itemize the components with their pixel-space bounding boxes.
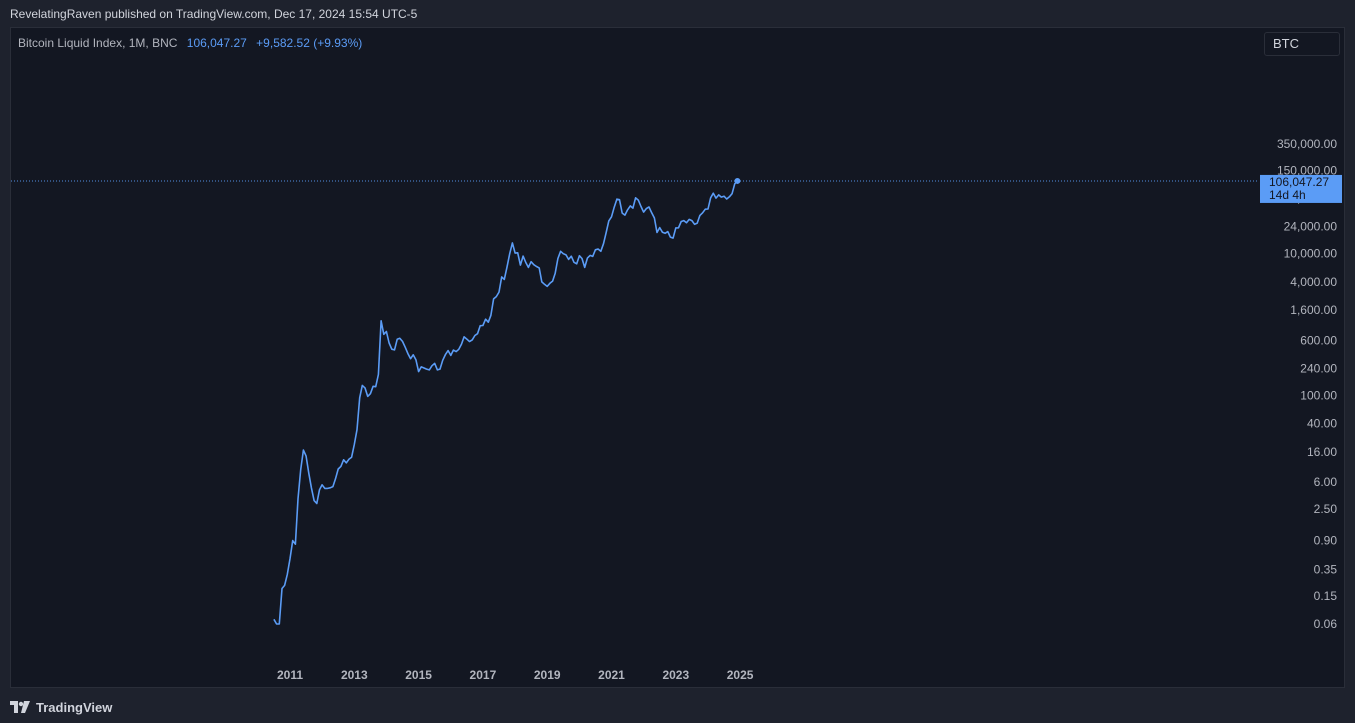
y-tick-label: 6.00 xyxy=(1314,475,1338,489)
y-tick-label: 0.06 xyxy=(1314,617,1338,631)
y-tick-label: 24,000.00 xyxy=(1284,220,1338,234)
x-tick-label: 2025 xyxy=(727,668,754,682)
price-tag xyxy=(1260,174,1342,203)
y-tick-label: 16.00 xyxy=(1307,445,1337,459)
y-tick-label: 10,000.00 xyxy=(1284,247,1338,261)
y-tick-label: 2.50 xyxy=(1314,502,1338,516)
price-chart[interactable]: 350,000.00150,000.0060,000.0024,000.0010… xyxy=(11,28,1345,688)
footer-brand-label: TradingView xyxy=(36,699,113,715)
price-tag-value: 106,047.27 xyxy=(1269,175,1329,189)
legend-change: +9,582.52 (+9.93%) xyxy=(256,36,363,50)
y-tick-label: 350,000.00 xyxy=(1277,137,1337,151)
y-tick-label: 600.00 xyxy=(1300,333,1337,347)
y-tick-label: 150,000.00 xyxy=(1277,163,1337,177)
y-tick-label: 0.90 xyxy=(1314,534,1338,548)
x-tick-label: 2015 xyxy=(405,668,432,682)
y-tick-label: 240.00 xyxy=(1300,362,1337,376)
y-tick-label: 0.15 xyxy=(1314,589,1338,603)
x-tick-label: 2019 xyxy=(534,668,561,682)
x-tick-label: 2023 xyxy=(662,668,689,682)
tradingview-logo-icon xyxy=(10,701,30,713)
legend-symbol: Bitcoin Liquid Index, 1M, BNC xyxy=(18,36,178,50)
y-tick-label: 4,000.00 xyxy=(1290,275,1337,289)
y-tick-label: 40.00 xyxy=(1307,417,1337,431)
y-tick-label: 1,600.00 xyxy=(1290,303,1337,317)
y-tick-label: 100.00 xyxy=(1300,389,1337,403)
footer-brand[interactable]: TradingView xyxy=(10,697,112,717)
publisher-header: RevelatingRaven published on TradingView… xyxy=(10,7,418,21)
y-tick-label: 0.35 xyxy=(1314,563,1338,577)
chart-pane[interactable]: 350,000.00150,000.0060,000.0024,000.0010… xyxy=(10,27,1345,688)
x-tick-label: 2017 xyxy=(470,668,497,682)
chart-legend: Bitcoin Liquid Index, 1M, BNC 106,047.27… xyxy=(18,36,362,50)
symbol-search-button[interactable]: BTC xyxy=(1264,32,1340,56)
price-tag-countdown: 14d 4h xyxy=(1269,188,1306,202)
price-series-line xyxy=(273,180,738,625)
x-tick-label: 2021 xyxy=(598,668,625,682)
legend-last-value: 106,047.27 xyxy=(186,36,247,50)
x-tick-label: 2011 xyxy=(277,668,303,682)
x-tick-label: 2013 xyxy=(341,668,368,682)
last-price-dot xyxy=(734,177,741,184)
